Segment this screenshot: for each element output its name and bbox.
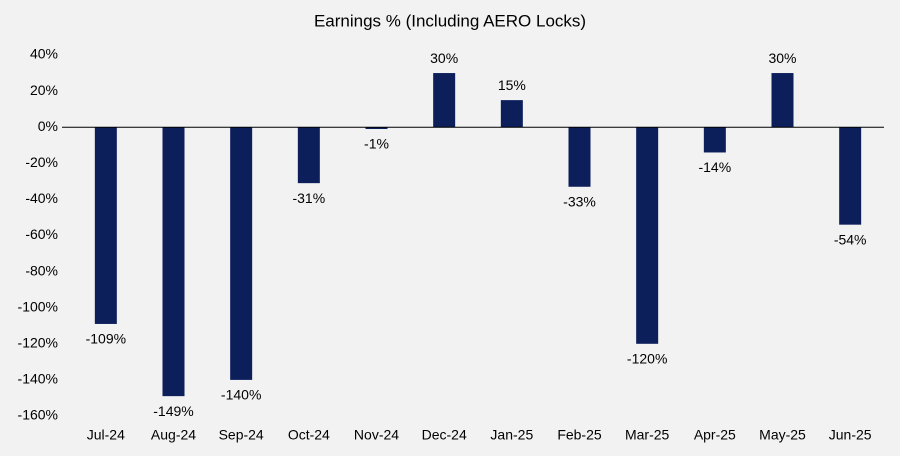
y-tick-label: -20% <box>25 154 58 170</box>
bar <box>771 73 794 128</box>
y-tick-label: 20% <box>30 82 58 98</box>
bar <box>703 127 726 153</box>
y-tick-label: -120% <box>18 335 58 351</box>
data-label: 30% <box>430 50 458 66</box>
bar <box>433 73 456 128</box>
bar <box>636 127 659 344</box>
bar <box>500 100 523 128</box>
data-label: -33% <box>563 193 596 209</box>
x-tick-label: May-25 <box>759 427 806 443</box>
x-tick-label: Apr-25 <box>694 427 736 443</box>
data-label: -1% <box>364 136 389 152</box>
x-tick-label: Sep-24 <box>219 427 264 443</box>
y-tick-label: -160% <box>18 407 58 423</box>
data-label: -140% <box>221 387 261 403</box>
x-tick-label: Jun-25 <box>829 427 872 443</box>
y-tick-label: 0% <box>38 118 58 134</box>
y-tick-label: -80% <box>25 262 58 278</box>
bar <box>230 127 253 380</box>
y-tick-label: -40% <box>25 190 58 206</box>
bar <box>365 127 388 130</box>
data-label: -31% <box>292 190 325 206</box>
x-tick-label: Dec-24 <box>422 427 467 443</box>
data-label: -54% <box>834 231 867 247</box>
bar <box>568 127 591 187</box>
data-label: -14% <box>698 159 731 175</box>
data-label: 30% <box>768 50 796 66</box>
x-tick-label: Aug-24 <box>151 427 196 443</box>
y-tick-label: -100% <box>18 298 58 314</box>
x-tick-label: Mar-25 <box>625 427 670 443</box>
y-tick-label: -140% <box>18 371 58 387</box>
data-label: 15% <box>498 77 526 93</box>
bar <box>297 127 320 184</box>
y-tick-label: 40% <box>30 46 58 62</box>
chart-title: Earnings % (Including AERO Locks) <box>314 11 586 30</box>
x-tick-label: Feb-25 <box>557 427 602 443</box>
x-tick-label: Oct-24 <box>288 427 330 443</box>
bar <box>94 127 117 324</box>
x-tick-label: Nov-24 <box>354 427 399 443</box>
bar <box>839 127 862 225</box>
data-label: -109% <box>86 331 126 347</box>
y-tick-label: -60% <box>25 226 58 242</box>
bar <box>162 127 185 397</box>
data-label: -120% <box>627 351 667 367</box>
x-tick-label: Jan-25 <box>490 427 533 443</box>
x-tick-label: Jul-24 <box>87 427 125 443</box>
data-label: -149% <box>153 403 193 419</box>
